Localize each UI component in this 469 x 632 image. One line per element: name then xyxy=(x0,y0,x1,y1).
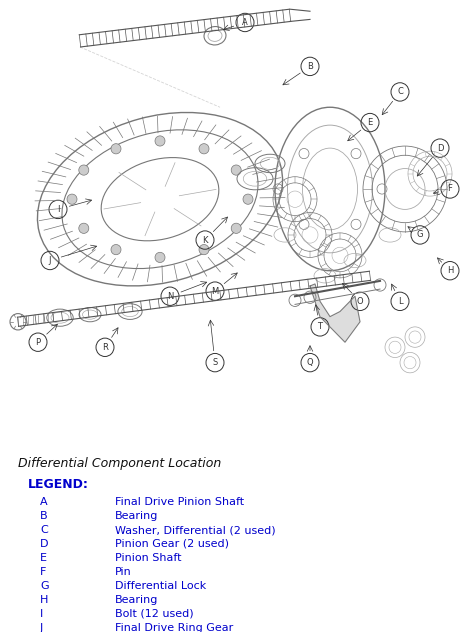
Text: LEGEND:: LEGEND: xyxy=(28,478,89,491)
Text: A: A xyxy=(40,497,48,507)
Text: C: C xyxy=(397,87,403,97)
Text: Final Drive Ring Gear: Final Drive Ring Gear xyxy=(115,623,233,632)
Text: J: J xyxy=(40,623,43,632)
Text: B: B xyxy=(307,62,313,71)
Circle shape xyxy=(111,143,121,154)
Text: Bolt (12 used): Bolt (12 used) xyxy=(115,609,194,619)
Text: Washer, Differential (2 used): Washer, Differential (2 used) xyxy=(115,525,276,535)
Text: K: K xyxy=(202,236,208,245)
Circle shape xyxy=(79,223,89,233)
Text: Final Drive Pinion Shaft: Final Drive Pinion Shaft xyxy=(115,497,244,507)
Text: S: S xyxy=(212,358,218,367)
Text: F: F xyxy=(447,185,453,193)
Text: O: O xyxy=(357,297,363,306)
Circle shape xyxy=(199,245,209,255)
Text: T: T xyxy=(318,322,323,331)
Circle shape xyxy=(231,223,241,233)
Circle shape xyxy=(243,194,253,204)
Circle shape xyxy=(231,165,241,175)
Text: E: E xyxy=(40,553,47,563)
Circle shape xyxy=(155,252,165,262)
Text: A: A xyxy=(242,18,248,27)
Text: M: M xyxy=(212,287,219,296)
Text: Pinion Gear (2 used): Pinion Gear (2 used) xyxy=(115,539,229,549)
Text: Pinion Shaft: Pinion Shaft xyxy=(115,553,182,563)
Text: B: B xyxy=(40,511,48,521)
Text: E: E xyxy=(367,118,373,127)
Circle shape xyxy=(79,165,89,175)
Text: I: I xyxy=(57,205,59,214)
Text: L: L xyxy=(398,297,402,306)
Text: G: G xyxy=(40,581,49,591)
Text: D: D xyxy=(437,143,443,152)
Text: Bearing: Bearing xyxy=(115,595,159,605)
Circle shape xyxy=(67,194,77,204)
Text: N: N xyxy=(167,292,173,301)
Text: Pin: Pin xyxy=(115,567,132,577)
Text: Bearing: Bearing xyxy=(115,511,159,521)
Circle shape xyxy=(199,143,209,154)
Text: C: C xyxy=(40,525,48,535)
Text: Q: Q xyxy=(307,358,313,367)
Text: F: F xyxy=(40,567,46,577)
Text: G: G xyxy=(417,231,423,240)
Text: J: J xyxy=(49,256,51,265)
Text: D: D xyxy=(40,539,48,549)
Text: Differential Lock: Differential Lock xyxy=(115,581,206,591)
Text: I: I xyxy=(40,609,43,619)
Text: H: H xyxy=(40,595,48,605)
Text: P: P xyxy=(36,337,40,347)
Text: R: R xyxy=(102,343,108,352)
Text: Differential Component Location: Differential Component Location xyxy=(18,456,221,470)
Polygon shape xyxy=(310,284,360,342)
Circle shape xyxy=(111,245,121,255)
Text: H: H xyxy=(447,266,453,275)
Circle shape xyxy=(155,136,165,146)
